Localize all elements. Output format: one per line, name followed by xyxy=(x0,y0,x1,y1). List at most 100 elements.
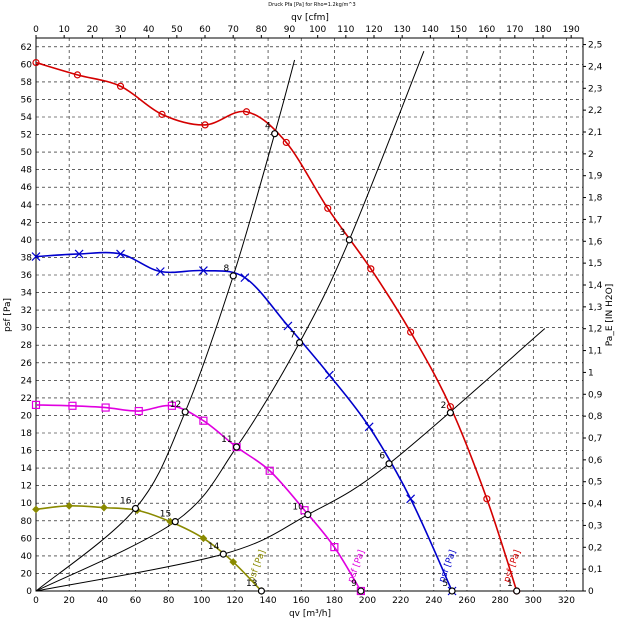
y-tick-label: 0 xyxy=(26,587,32,597)
y-tick-label: 20 xyxy=(21,569,33,579)
y-tick-label: 32 xyxy=(21,306,32,316)
x-tick-label: 300 xyxy=(525,596,542,606)
operating-point xyxy=(357,587,365,595)
x-tick-label: 40 xyxy=(97,596,109,606)
y2-tick-label: 0,1 xyxy=(588,565,602,575)
y-tick-label: 12 xyxy=(21,482,32,492)
y-tick-label: 60 xyxy=(21,60,33,70)
x-tick-label: 20 xyxy=(63,596,75,606)
y-tick-label: 20 xyxy=(21,411,33,421)
y2-tick-label: 1 xyxy=(588,368,594,378)
marker xyxy=(198,266,208,276)
x2-tick-label: 120 xyxy=(365,25,382,35)
y2-tick-label: 0,4 xyxy=(588,500,603,510)
y-tick-label: 50 xyxy=(21,148,33,158)
y2-tick-label: 0 xyxy=(588,587,594,597)
marker xyxy=(116,82,125,90)
y-tick-label: 30 xyxy=(21,324,33,334)
y-tick-label: 58 xyxy=(21,78,33,88)
operating-point-label: 3 xyxy=(340,228,346,238)
x2-tick-label: 180 xyxy=(534,25,551,35)
y-tick-label: 36 xyxy=(21,271,33,281)
system-curve xyxy=(35,50,425,592)
operating-point-label: 16 xyxy=(120,496,132,506)
y-tick-label: 38 xyxy=(21,253,33,263)
marker xyxy=(265,466,274,475)
operating-point xyxy=(295,338,304,347)
y2-tick-label: 2,3 xyxy=(588,84,602,94)
x2-tick-label: 30 xyxy=(115,25,127,35)
operating-point-label: 13 xyxy=(246,579,257,589)
operating-point xyxy=(257,587,266,595)
y-tick-label: 54 xyxy=(21,113,33,123)
x2-tick-label: 60 xyxy=(199,25,211,35)
x-tick-label: 0 xyxy=(33,596,39,606)
x2-tick-label: 130 xyxy=(394,25,411,35)
operating-point-label: 9 xyxy=(351,579,357,589)
operating-point-label: 2 xyxy=(441,401,447,411)
x-tick-label: 80 xyxy=(163,596,175,606)
y2-tick-label: 1,9 xyxy=(588,172,603,182)
y2-tick-label: 0,6 xyxy=(588,456,603,466)
x-tick-label: 220 xyxy=(392,596,409,606)
y-axis-label: psf [Pa] xyxy=(3,298,13,332)
marker xyxy=(68,401,77,410)
y2-tick-label: 1,2 xyxy=(588,325,602,335)
y2-tick-label: 1,4 xyxy=(588,281,603,291)
marker xyxy=(32,505,40,514)
x-tick-label: 160 xyxy=(293,596,310,606)
x2-tick-label: 190 xyxy=(563,25,580,35)
x-tick-label: 320 xyxy=(558,596,575,606)
y2-tick-label: 0,9 xyxy=(588,390,603,400)
operating-point xyxy=(304,511,312,519)
y-tick-label: 34 xyxy=(21,289,33,299)
marker xyxy=(31,400,41,410)
series-line xyxy=(35,404,362,592)
y2-tick-label: 0,2 xyxy=(588,543,602,553)
y-tick-label: 22 xyxy=(21,394,32,404)
marker xyxy=(324,370,334,380)
marker xyxy=(407,328,415,336)
operating-point-label: 1 xyxy=(507,579,513,589)
y-tick-label: 80 xyxy=(21,517,33,527)
marker xyxy=(65,502,74,510)
x2-tick-label: 160 xyxy=(478,25,495,35)
y-tick-label: 24 xyxy=(21,376,33,386)
y-tick-label: 52 xyxy=(21,131,32,141)
operating-point-label: 6 xyxy=(379,452,385,462)
marker xyxy=(242,108,251,116)
operating-point xyxy=(385,460,393,468)
marker xyxy=(199,534,208,543)
marker xyxy=(483,495,491,503)
operating-point-label: 15 xyxy=(160,510,171,520)
y-tick-label: 44 xyxy=(21,201,33,211)
marker xyxy=(73,71,82,79)
y2-tick-label: 2,1 xyxy=(588,128,602,138)
operating-point xyxy=(219,550,227,558)
marker xyxy=(283,321,293,331)
operating-point-label: 11 xyxy=(221,435,232,445)
marker xyxy=(116,249,125,259)
y-tick-label: 28 xyxy=(21,341,33,351)
y-tick-label: 40 xyxy=(21,236,33,246)
marker xyxy=(406,494,416,504)
marker xyxy=(100,503,108,512)
operating-point xyxy=(181,408,189,416)
operating-point xyxy=(513,587,521,595)
y-tick-label: 56 xyxy=(21,95,33,105)
y2-tick-label: 1,6 xyxy=(588,237,603,247)
marker xyxy=(134,406,143,416)
x2-tick-label: 20 xyxy=(87,25,99,35)
x-axis-label: qv [m³/h] xyxy=(289,609,331,619)
x-tick-label: 260 xyxy=(458,596,475,606)
operating-point-label: 5 xyxy=(442,579,448,589)
x-tick-label: 280 xyxy=(492,596,509,606)
operating-point-label: 10 xyxy=(292,503,304,513)
system-curve xyxy=(35,328,546,592)
y2-tick-label: 1,8 xyxy=(588,194,603,204)
x-tick-label: 60 xyxy=(130,596,142,606)
x2-tick-label: 110 xyxy=(337,25,354,35)
operating-point xyxy=(131,504,140,513)
x-tick-label: 140 xyxy=(259,596,276,606)
